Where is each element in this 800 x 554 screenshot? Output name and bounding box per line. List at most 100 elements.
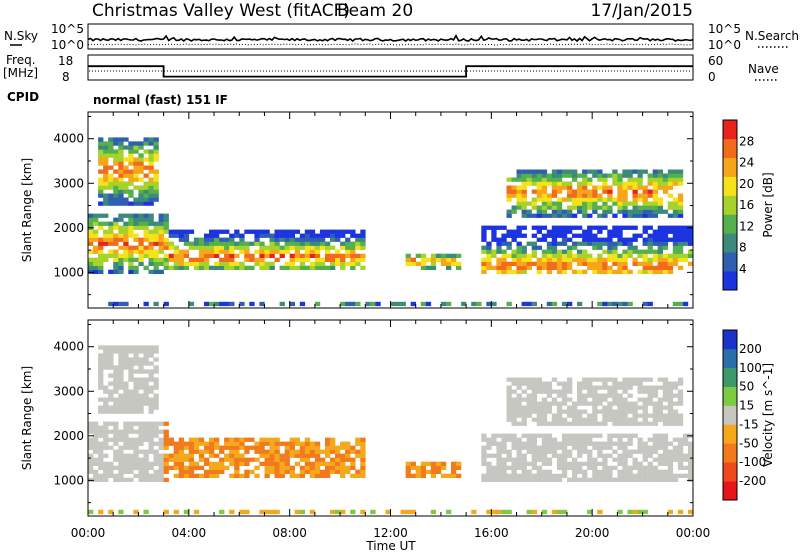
heatmap-cell [108,201,114,206]
heatmap-cell [123,189,129,194]
heatmap-cell [612,449,618,454]
heatmap-cell [214,233,220,238]
heatmap-cell [269,437,275,442]
heatmap-cell [541,173,548,178]
heatmap-cell [153,269,159,274]
heatmap-cell [582,201,588,206]
heatmap-cell [511,413,517,418]
heatmap-cell [239,301,245,307]
heatmap-cell [98,261,104,266]
heatmap-cell [183,509,190,515]
heatmap-cell [425,257,432,262]
heatmap-cell [138,261,144,266]
heatmap-cell [667,457,674,462]
heatmap-cell [430,261,437,266]
heatmap-cell [662,261,669,266]
heatmap-cell [254,457,260,462]
colorbar-frame [722,119,738,291]
heatmap-cell [143,181,149,186]
heatmap-cell [607,477,613,482]
heatmap-cell [153,429,159,434]
heatmap-cell [536,205,542,210]
heatmap-cell [672,245,679,250]
heatmap-cell [446,473,452,478]
heatmap-cell [541,249,548,254]
heatmap-cell [632,237,638,242]
heatmap-cell [98,369,104,374]
heatmap-cell [274,441,280,446]
heatmap-cell [138,145,144,150]
heatmap-cell [279,249,285,254]
heatmap-cell [602,257,608,262]
heatmap-cell [410,465,416,470]
heatmap-cell [133,257,139,262]
heatmap-cell [133,457,139,462]
heatmap-cell [269,441,275,446]
heatmap-cell [108,461,114,466]
heatmap-cell [405,469,411,474]
heatmap-cell [688,461,694,466]
heatmap-cell [688,241,694,246]
heatmap-cell [198,237,205,242]
heatmap-cell [597,445,603,450]
heatmap-cell [209,265,215,270]
heatmap-cell [607,197,613,202]
heatmap-cell [481,261,487,266]
heatmap-cell [249,301,255,307]
heatmap-cell [314,237,321,242]
heatmap-cell [309,469,316,474]
heatmap-cell [561,209,568,214]
heatmap-cell [546,437,553,442]
heatmap-cell [360,449,366,454]
heatmap-cell [168,453,174,458]
heatmap-cell [446,509,452,515]
heatmap-cell [118,301,124,307]
heatmap-cell [556,233,563,238]
heatmap-cell [350,509,356,515]
heatmap-cell [582,473,588,478]
heatmap-cell [103,345,109,350]
heatmap-cell [304,437,311,442]
heatmap-cell [556,389,563,394]
heatmap-cell [556,421,563,426]
colorbar-tick-label: -200 [739,474,766,488]
heatmap-cell [632,185,638,190]
heatmap-cell [148,229,154,234]
heatmap-cell [284,241,290,246]
heatmap-cell [118,393,124,398]
heatmap-cell [123,237,129,242]
heatmap-cell [597,173,603,178]
heatmap-cell [113,177,119,182]
heatmap-cell [239,441,245,446]
heatmap-cell [163,453,169,458]
heatmap-cell [602,405,608,410]
heatmap-cell [572,417,578,422]
heatmap-cell [637,377,643,382]
heatmap-cell [153,377,159,382]
heatmap-cell [597,241,603,246]
heatmap-cell [259,245,265,250]
heatmap-cell [561,509,568,515]
heatmap-cell [133,353,139,358]
heatmap-cell [118,157,124,162]
heatmap-cell [330,465,336,470]
heatmap-cell [113,369,119,374]
heatmap-cell [269,261,275,266]
heatmap-cell [244,249,250,254]
heatmap-cell [133,213,139,218]
heatmap-cell [597,237,603,242]
heatmap-cell [274,233,280,238]
heatmap-cell [435,465,442,470]
heatmap-cell [335,253,341,258]
heatmap-cell [133,473,139,478]
heatmap-cell [657,185,663,190]
heatmap-cell [486,265,492,270]
heatmap-cell [118,369,124,374]
heatmap-cell [688,445,694,450]
heatmap-cell [501,237,507,242]
heatmap-cell [108,137,114,142]
heatmap-cell [647,189,653,194]
heatmap-cell [299,457,306,462]
heatmap-cell [123,453,129,458]
heatmap-cell [647,181,653,186]
